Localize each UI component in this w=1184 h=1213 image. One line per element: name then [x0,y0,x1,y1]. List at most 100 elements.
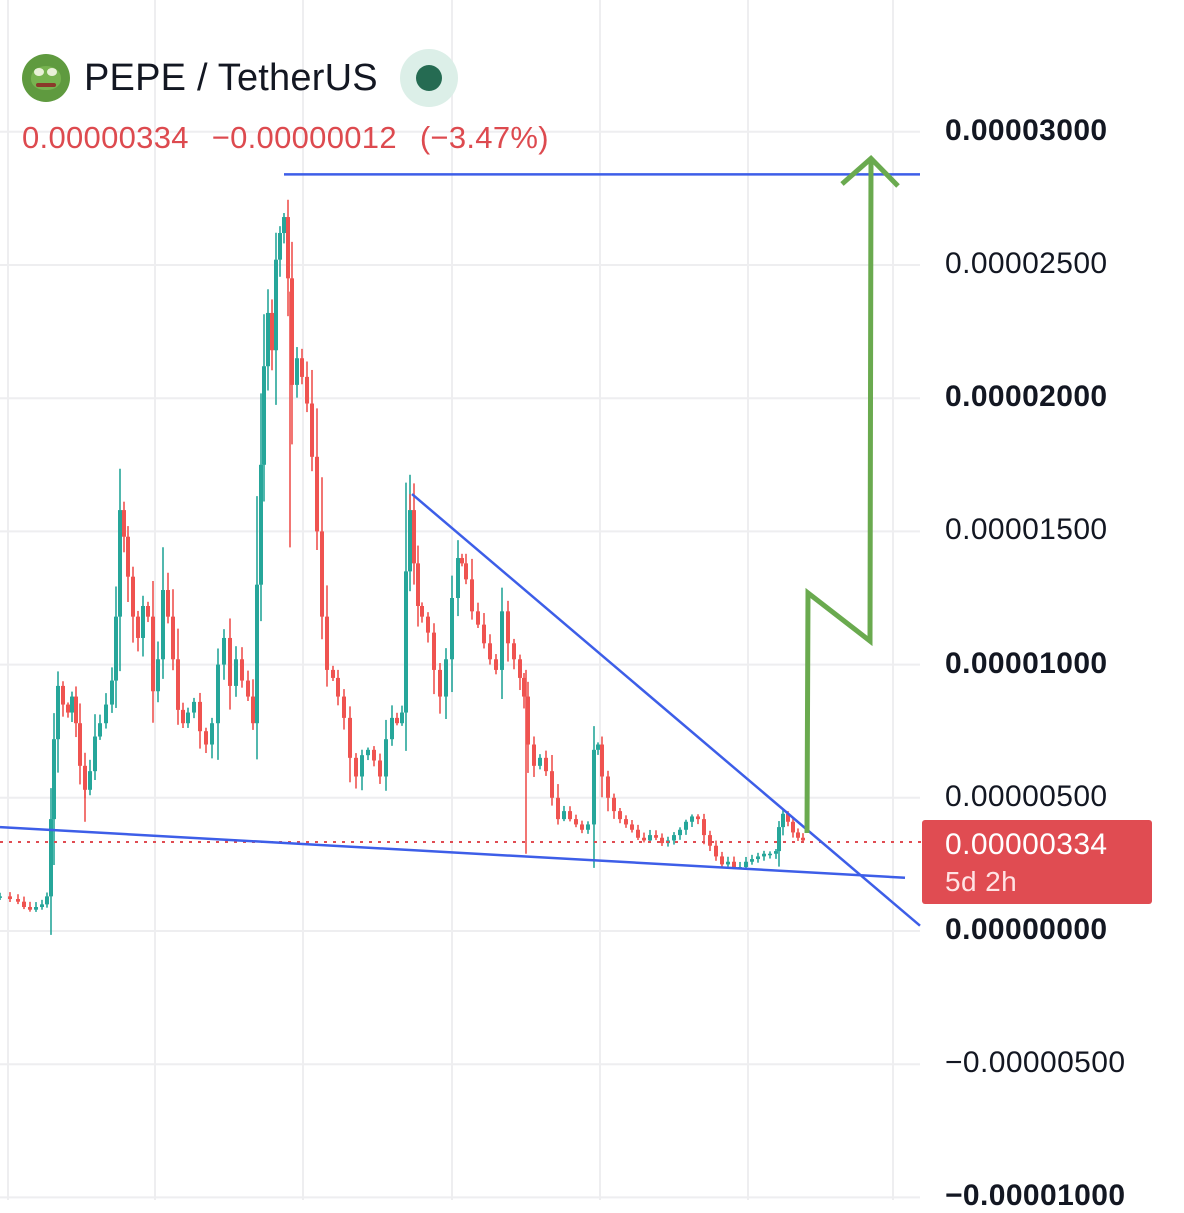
candle-body [141,605,145,638]
candle-body [580,824,584,830]
y-tick-label: 0.00000000 [945,913,1108,946]
candle-body [234,659,238,686]
candle-body [400,712,404,724]
candle-body [460,558,464,564]
last-price-tag-value: 0.00000334 [945,828,1108,861]
candle-body [161,590,165,660]
candle-body [122,510,126,537]
candle-body [22,901,26,908]
candle-body [251,696,255,724]
candle-body [596,744,600,750]
y-tick-label: 0.00001000 [945,646,1108,680]
candle-body [274,259,278,351]
candle-body [684,821,688,830]
candle-body [708,835,712,846]
candle-body [732,861,736,868]
candle-body [259,464,263,585]
candle-body [176,659,180,710]
candle-body [295,358,299,385]
candle-body [290,278,294,385]
candle-body [126,536,130,577]
market-status-dot-icon[interactable] [399,49,458,107]
candle-body [66,704,70,713]
candle-body [171,616,175,660]
candle-body [762,853,766,857]
candle-body [88,771,92,790]
candle-body [432,632,436,670]
y-tick-label: −0.00001000 [945,1179,1126,1213]
candle-body [750,859,754,862]
last-price: 0.00000334 [22,120,189,155]
price-change-percent: (−3.47%) [419,120,549,155]
candle-body [45,896,49,905]
candle-body [444,659,448,697]
candle-body [568,811,572,820]
candle-body [801,837,805,841]
candle-body [395,717,399,724]
symbol-title[interactable]: PEPE / TetherUS [84,56,378,99]
candle-body [348,717,352,758]
candle-body [104,704,108,724]
candle-body [192,701,196,713]
candle-body [756,856,760,860]
candle-body [114,616,118,681]
pepe-frog-icon [22,54,70,102]
candle-body [366,749,370,756]
candle-body [586,824,590,830]
y-tick-label: 0.00001500 [945,513,1108,547]
candle-body [562,811,566,820]
y-tick-label: 0.00002500 [945,247,1108,280]
candle-body [744,861,748,868]
candle-body [786,813,790,822]
candle-body [342,696,346,718]
candle-body [286,217,290,279]
candle-body [198,701,202,732]
candle-body [781,813,785,828]
candle-body [630,824,634,830]
chart-header: PEPE / TetherUS [22,49,458,107]
candle-body [714,845,718,857]
candle-body [522,677,526,697]
candle-body [450,598,454,660]
candle-body [494,659,498,670]
candle-body [526,696,530,745]
candle-body [506,611,510,644]
candle-body [310,403,314,457]
candle-body [592,749,596,825]
candle-body [40,904,44,908]
candle-body [648,835,652,841]
candle-body [262,366,266,465]
candle-body [438,669,442,697]
candle-body [550,771,554,798]
candle-body [0,896,2,898]
candle-body [210,723,214,745]
candle-body [426,616,430,633]
projection-arrow-head [840,154,900,188]
candle-body [404,571,408,713]
candle-body [470,579,474,612]
candle-body [354,757,358,777]
candle-body [777,827,781,852]
candle-body [464,563,468,580]
candle-body [136,616,140,638]
candle-body [420,605,424,617]
candle-body [325,616,329,670]
candle-body [181,709,185,724]
candle-body [166,590,170,617]
y-tick-label: 0.00000500 [945,779,1108,813]
candle-body [16,899,20,902]
candle-body [696,816,700,820]
candle-body [300,358,304,377]
candle-body [320,531,324,617]
candle-body [61,685,65,705]
candle-body [690,816,694,822]
candle-body [156,659,160,692]
candle-body [78,723,82,766]
candle-body [538,757,542,766]
wedge-upper-trendline [411,493,921,927]
candle-body [336,677,340,697]
bar-countdown: 5d 2h [945,866,1018,897]
candle-body [151,616,155,692]
candle-body [98,723,102,737]
